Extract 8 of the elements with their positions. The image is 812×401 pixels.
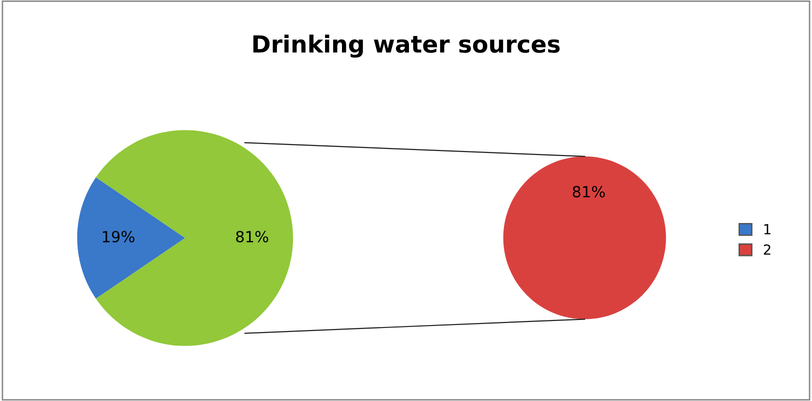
data-label: 81% [236,230,268,242]
data-label: 19% [102,230,134,242]
pie-slice [96,130,294,346]
chart-title: Drinking water sources [253,34,560,58]
legend-label: 1 [764,224,770,234]
data-label: 81% [572,186,605,198]
legend-label: 2 [764,244,770,255]
pie-slice [77,177,186,299]
